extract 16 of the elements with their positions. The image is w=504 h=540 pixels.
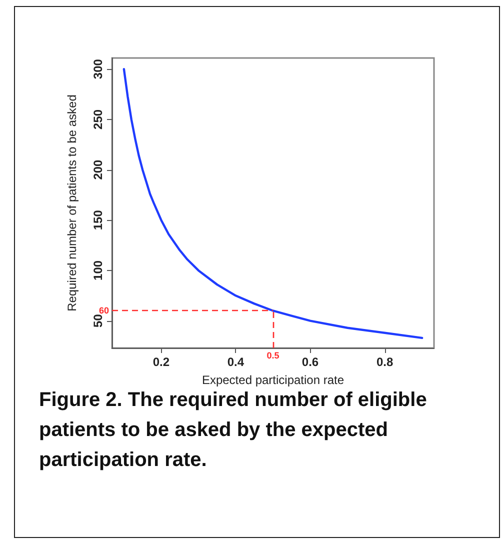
- y-tick-label: 100: [91, 260, 105, 280]
- y-tick-label: 200: [91, 159, 105, 180]
- x-tick-label: 0.8: [376, 355, 394, 369]
- x-tick-label: 0.4: [227, 355, 244, 369]
- y-tick-label: 150: [91, 210, 105, 230]
- y-tick-label: 50: [91, 314, 105, 328]
- ref-line-label: 60: [98, 306, 109, 316]
- ref-line-label: 0.5: [266, 350, 280, 360]
- x-tick-label: 0.6: [302, 355, 319, 369]
- y-tick-label: 300: [91, 58, 105, 80]
- text: Figure 2. The required number of eligible patients to be asked by the expected participation rate.: [39, 389, 432, 471]
- x-axis-title: Expected participation rate: [202, 373, 344, 387]
- x-tick-label: 0.2: [152, 355, 170, 369]
- y-axis-title: Required number of patients to be asked: [65, 94, 79, 312]
- y-tick-label: 250: [91, 109, 105, 130]
- line-series: [122, 68, 424, 340]
